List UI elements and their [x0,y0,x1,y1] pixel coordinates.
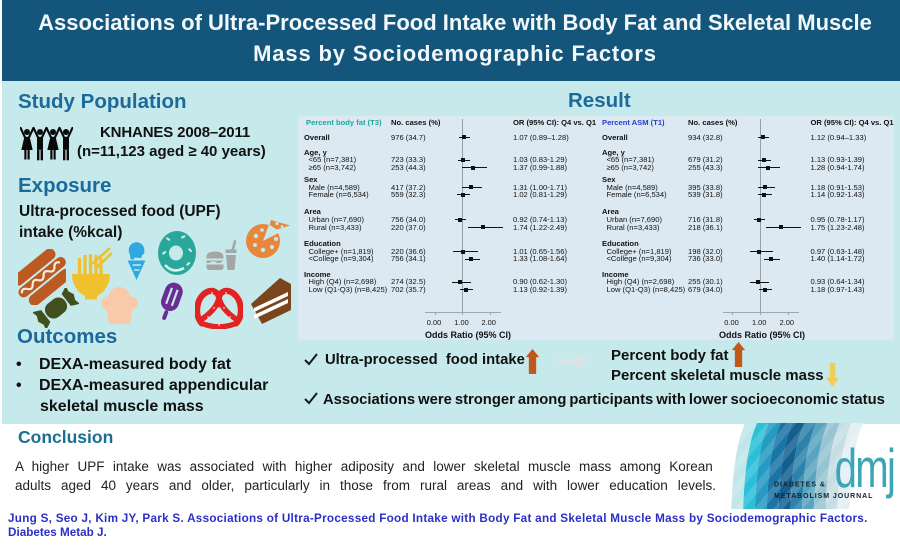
svg-text:DIABETES &: DIABETES & [774,482,826,489]
svg-text:METABOLISM JOURNAL: METABOLISM JOURNAL [774,493,873,500]
svg-text:dmj: dmj [835,438,896,500]
